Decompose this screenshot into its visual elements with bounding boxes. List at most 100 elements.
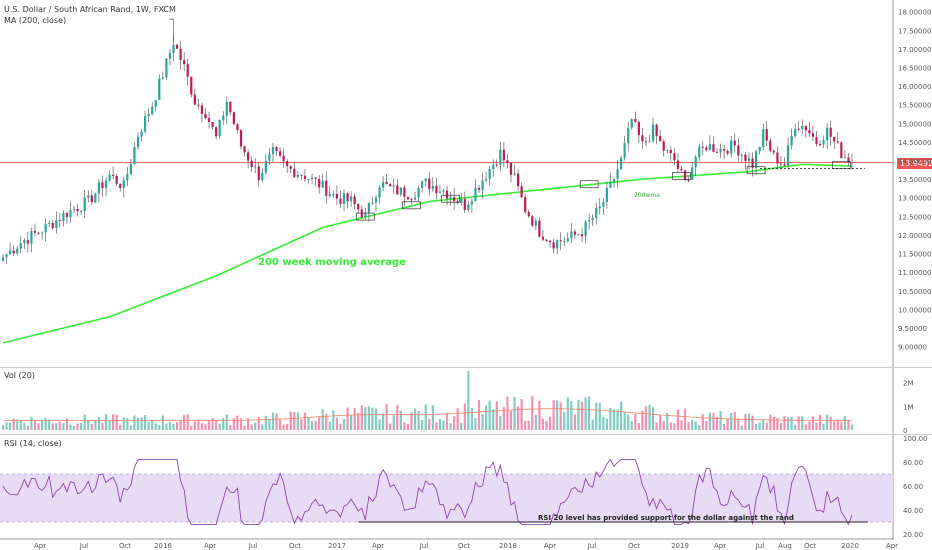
time-tick-label: 2018 (499, 542, 517, 550)
volume-bar (65, 418, 69, 430)
volume-bar (310, 421, 314, 430)
candle-body (786, 145, 790, 166)
volume-bar (133, 415, 136, 430)
volume-bar (232, 418, 235, 430)
candle-body (463, 198, 466, 210)
candle-body (552, 242, 555, 249)
candle-body (811, 133, 815, 137)
candle-body (548, 240, 552, 243)
volume-bar (762, 419, 765, 430)
candle-body (165, 58, 168, 78)
candle-body (183, 60, 186, 65)
volume-bar (175, 422, 179, 430)
candle-body (438, 191, 442, 194)
volume-bar (453, 416, 456, 430)
candle-body (616, 169, 619, 179)
time-tick-label: Aug (778, 542, 792, 550)
candle-body (801, 126, 804, 129)
candle-body (236, 124, 239, 131)
candle-body (609, 181, 612, 188)
volume-bar (44, 417, 47, 430)
candle-body (765, 129, 768, 141)
volume-bar (122, 417, 125, 430)
candle-body (850, 162, 854, 164)
candle-body (541, 236, 545, 240)
candle-body (58, 220, 61, 222)
volume-bar (289, 411, 292, 430)
volume-bar (417, 411, 420, 430)
volume-bar (58, 421, 61, 430)
candle-body (474, 187, 477, 202)
volume-bar (698, 424, 701, 430)
volume-bar (463, 403, 466, 430)
candle-body (154, 99, 157, 107)
volume-bar (268, 419, 271, 430)
candle-body (460, 198, 463, 203)
volume-bar (23, 422, 26, 430)
volume-bar (126, 417, 129, 430)
candle-body (332, 193, 335, 195)
volume-bar (438, 419, 442, 430)
volume-bar (659, 414, 662, 430)
volume-bar (804, 424, 807, 430)
volume-bar (818, 414, 822, 430)
volume-bar (779, 423, 783, 430)
candle-body (37, 232, 40, 234)
volume-bar (26, 425, 29, 430)
volume-bar (385, 404, 388, 430)
volume-bar (115, 414, 118, 430)
time-tick-label: Apr (886, 542, 898, 550)
candle-body (307, 179, 310, 181)
candle-body (403, 187, 406, 197)
price-tick-label: 12.00000 (898, 232, 931, 240)
volume-bar (769, 414, 772, 430)
volume-bar (723, 423, 726, 430)
time-tick-label: 2019 (671, 542, 689, 550)
volume-axis-labels: 2M 1M 0 (903, 380, 914, 435)
volume-bar (37, 423, 40, 430)
volume-bar (602, 416, 605, 430)
volume-bar (651, 407, 655, 430)
candle-body (634, 119, 637, 122)
candle-body (72, 209, 76, 211)
candle-body (747, 158, 751, 161)
volume-bar (499, 415, 502, 430)
volume-bar (847, 420, 850, 430)
volume-bar (506, 396, 509, 430)
volume-bar (40, 419, 44, 430)
candle-body (723, 149, 726, 151)
volume-bar (378, 419, 381, 430)
candle-body (278, 151, 282, 156)
volume-bar (435, 422, 438, 430)
candle-body (822, 140, 825, 145)
candle-body (353, 196, 356, 205)
volume-bar (811, 416, 815, 430)
rsi-line-group (2, 458, 868, 526)
volume-bar (531, 396, 534, 430)
volume-bar (108, 420, 111, 430)
volume-bar (573, 414, 577, 430)
volume-bar (101, 422, 104, 430)
candle-body (630, 119, 633, 128)
volume-bar (577, 399, 580, 430)
volume-bar (271, 412, 275, 430)
price-tick-label: 12.50000 (898, 213, 931, 221)
candle-body (247, 152, 250, 161)
candle-body (69, 209, 72, 218)
candle-body (250, 160, 253, 167)
volume-bar (222, 418, 225, 430)
volume-bar (580, 401, 584, 430)
candle-body (371, 202, 374, 204)
candle-body (680, 168, 683, 171)
candle-body (282, 155, 285, 162)
candle-body (516, 173, 520, 187)
volume-bar (80, 422, 83, 430)
volume-bar (495, 401, 498, 430)
volume-bar (524, 420, 527, 430)
time-tick-label: Apr (204, 542, 216, 550)
rsi-line (2, 458, 853, 526)
price-tick-label: 15.00000 (898, 120, 931, 128)
ma200-group (0, 162, 893, 344)
candle-body (779, 163, 783, 165)
